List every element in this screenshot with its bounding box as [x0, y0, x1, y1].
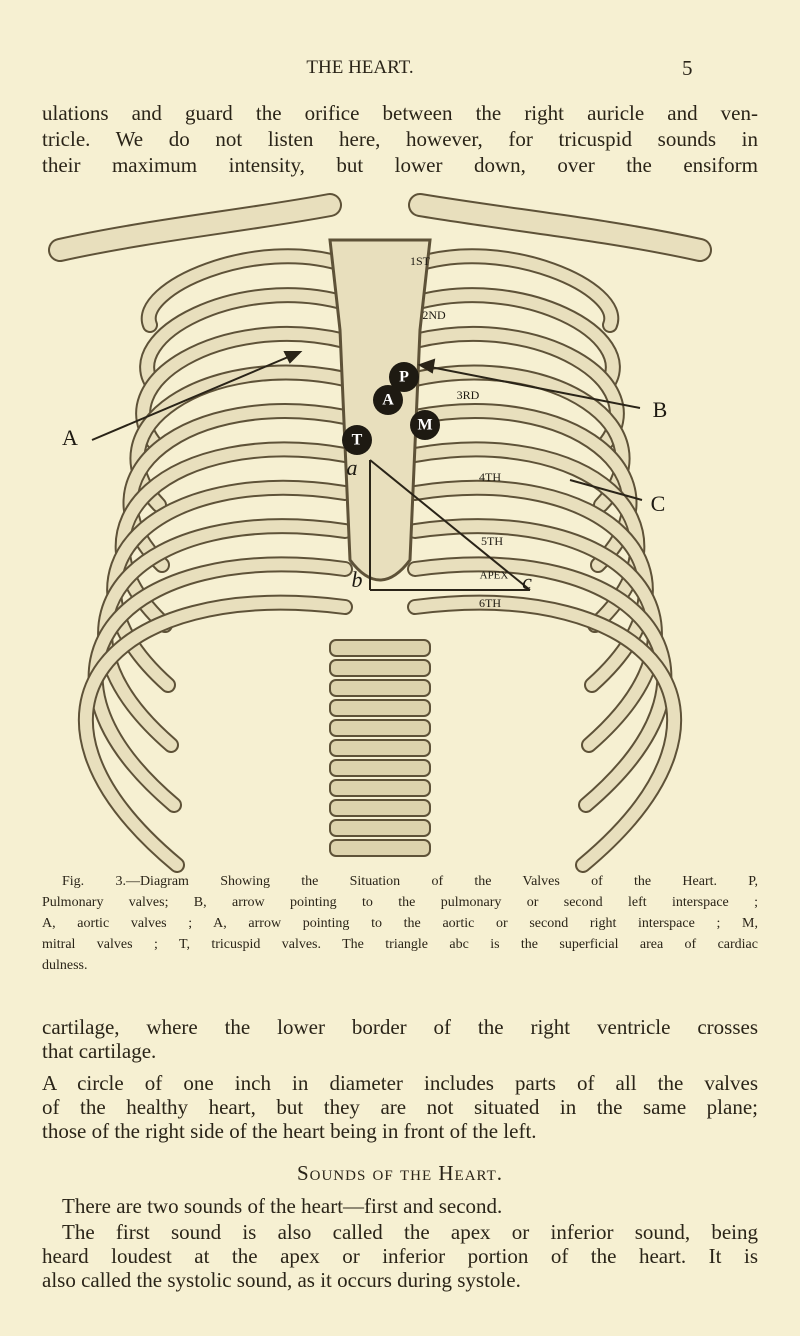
vertebra [329, 679, 431, 697]
figure-label: APEX [480, 570, 509, 582]
text-line: Pulmonary valves; B, arrow pointing to t… [42, 895, 758, 910]
figure-label: T [352, 432, 363, 449]
figure-label: P [399, 369, 409, 386]
text-line: of the healthy heart, but they are not s… [42, 1095, 758, 1119]
text-line: Fig. 3.—Diagram Showing the Situation of… [62, 874, 758, 889]
bone [141, 289, 351, 391]
bone [135, 325, 353, 453]
figure-label: 3RD [457, 388, 480, 402]
diagram-lines [91, 351, 643, 591]
vertebra [329, 739, 431, 757]
rib-cage-drawing [48, 193, 712, 873]
bone [50, 195, 340, 260]
text-line: their maximum intensity, but lower down,… [42, 153, 758, 177]
text-line: The first sound is also called the apex … [62, 1220, 758, 1244]
figure-label: 4TH [479, 470, 501, 484]
bone [409, 520, 661, 751]
figure-label: B [653, 397, 668, 422]
figure-label: c [522, 569, 532, 594]
text-line: those of the right side of the heart bei… [42, 1119, 537, 1143]
valve-markers [342, 362, 440, 455]
figure-label: M [417, 417, 432, 434]
vertebra [329, 659, 431, 677]
vertebra [329, 779, 431, 797]
bone [89, 558, 351, 811]
figure-label: A [382, 392, 394, 409]
text-line: cartilage, where the lower border of the… [42, 1015, 758, 1039]
running-head: THE HEART. [306, 57, 414, 78]
bone [409, 289, 619, 391]
figure-label: 2ND [422, 308, 446, 322]
text-line: heard loudest at the apex or inferior po… [42, 1244, 758, 1268]
page-number: 5 [682, 56, 693, 80]
vertebra [329, 839, 431, 857]
bone [410, 195, 710, 260]
vertebra [329, 819, 431, 837]
figure-label: b [352, 567, 363, 592]
figure-label: A [62, 425, 78, 450]
vertebra [329, 699, 431, 717]
figure-label: a [347, 455, 358, 480]
bone [79, 596, 351, 871]
figure-label: 5TH [481, 534, 503, 548]
bone [409, 327, 623, 451]
bone [142, 250, 351, 331]
text-line: mitral valves ; T, tricuspid valves. The… [42, 937, 758, 952]
text-line: There are two sounds of the heart—first … [62, 1194, 503, 1218]
bone [99, 520, 351, 751]
figure-label: C [651, 491, 666, 516]
text-line: dulness. [42, 958, 88, 973]
text-line: that cartilage. [42, 1039, 157, 1063]
bone [137, 327, 351, 451]
bone [409, 596, 681, 871]
text-line: A circle of one inch in diameter include… [42, 1071, 758, 1095]
figure-label: 1ST [410, 254, 431, 268]
vertebra [329, 639, 431, 657]
figure-label: 6TH [479, 596, 501, 610]
text-line: A, aortic valves ; A, arrow pointing to … [42, 916, 758, 931]
vertebra [329, 759, 431, 777]
section-heading: Sounds of the Heart. [296, 1161, 504, 1185]
vertebra [329, 719, 431, 737]
bone [407, 325, 625, 453]
text-line: also called the systolic sound, as it oc… [42, 1268, 521, 1292]
vertebra [329, 799, 431, 817]
text-line: ulations and guard the orifice between t… [42, 101, 758, 125]
bone [409, 250, 618, 331]
text-line: tricle. We do not listen here, however, … [42, 127, 758, 151]
